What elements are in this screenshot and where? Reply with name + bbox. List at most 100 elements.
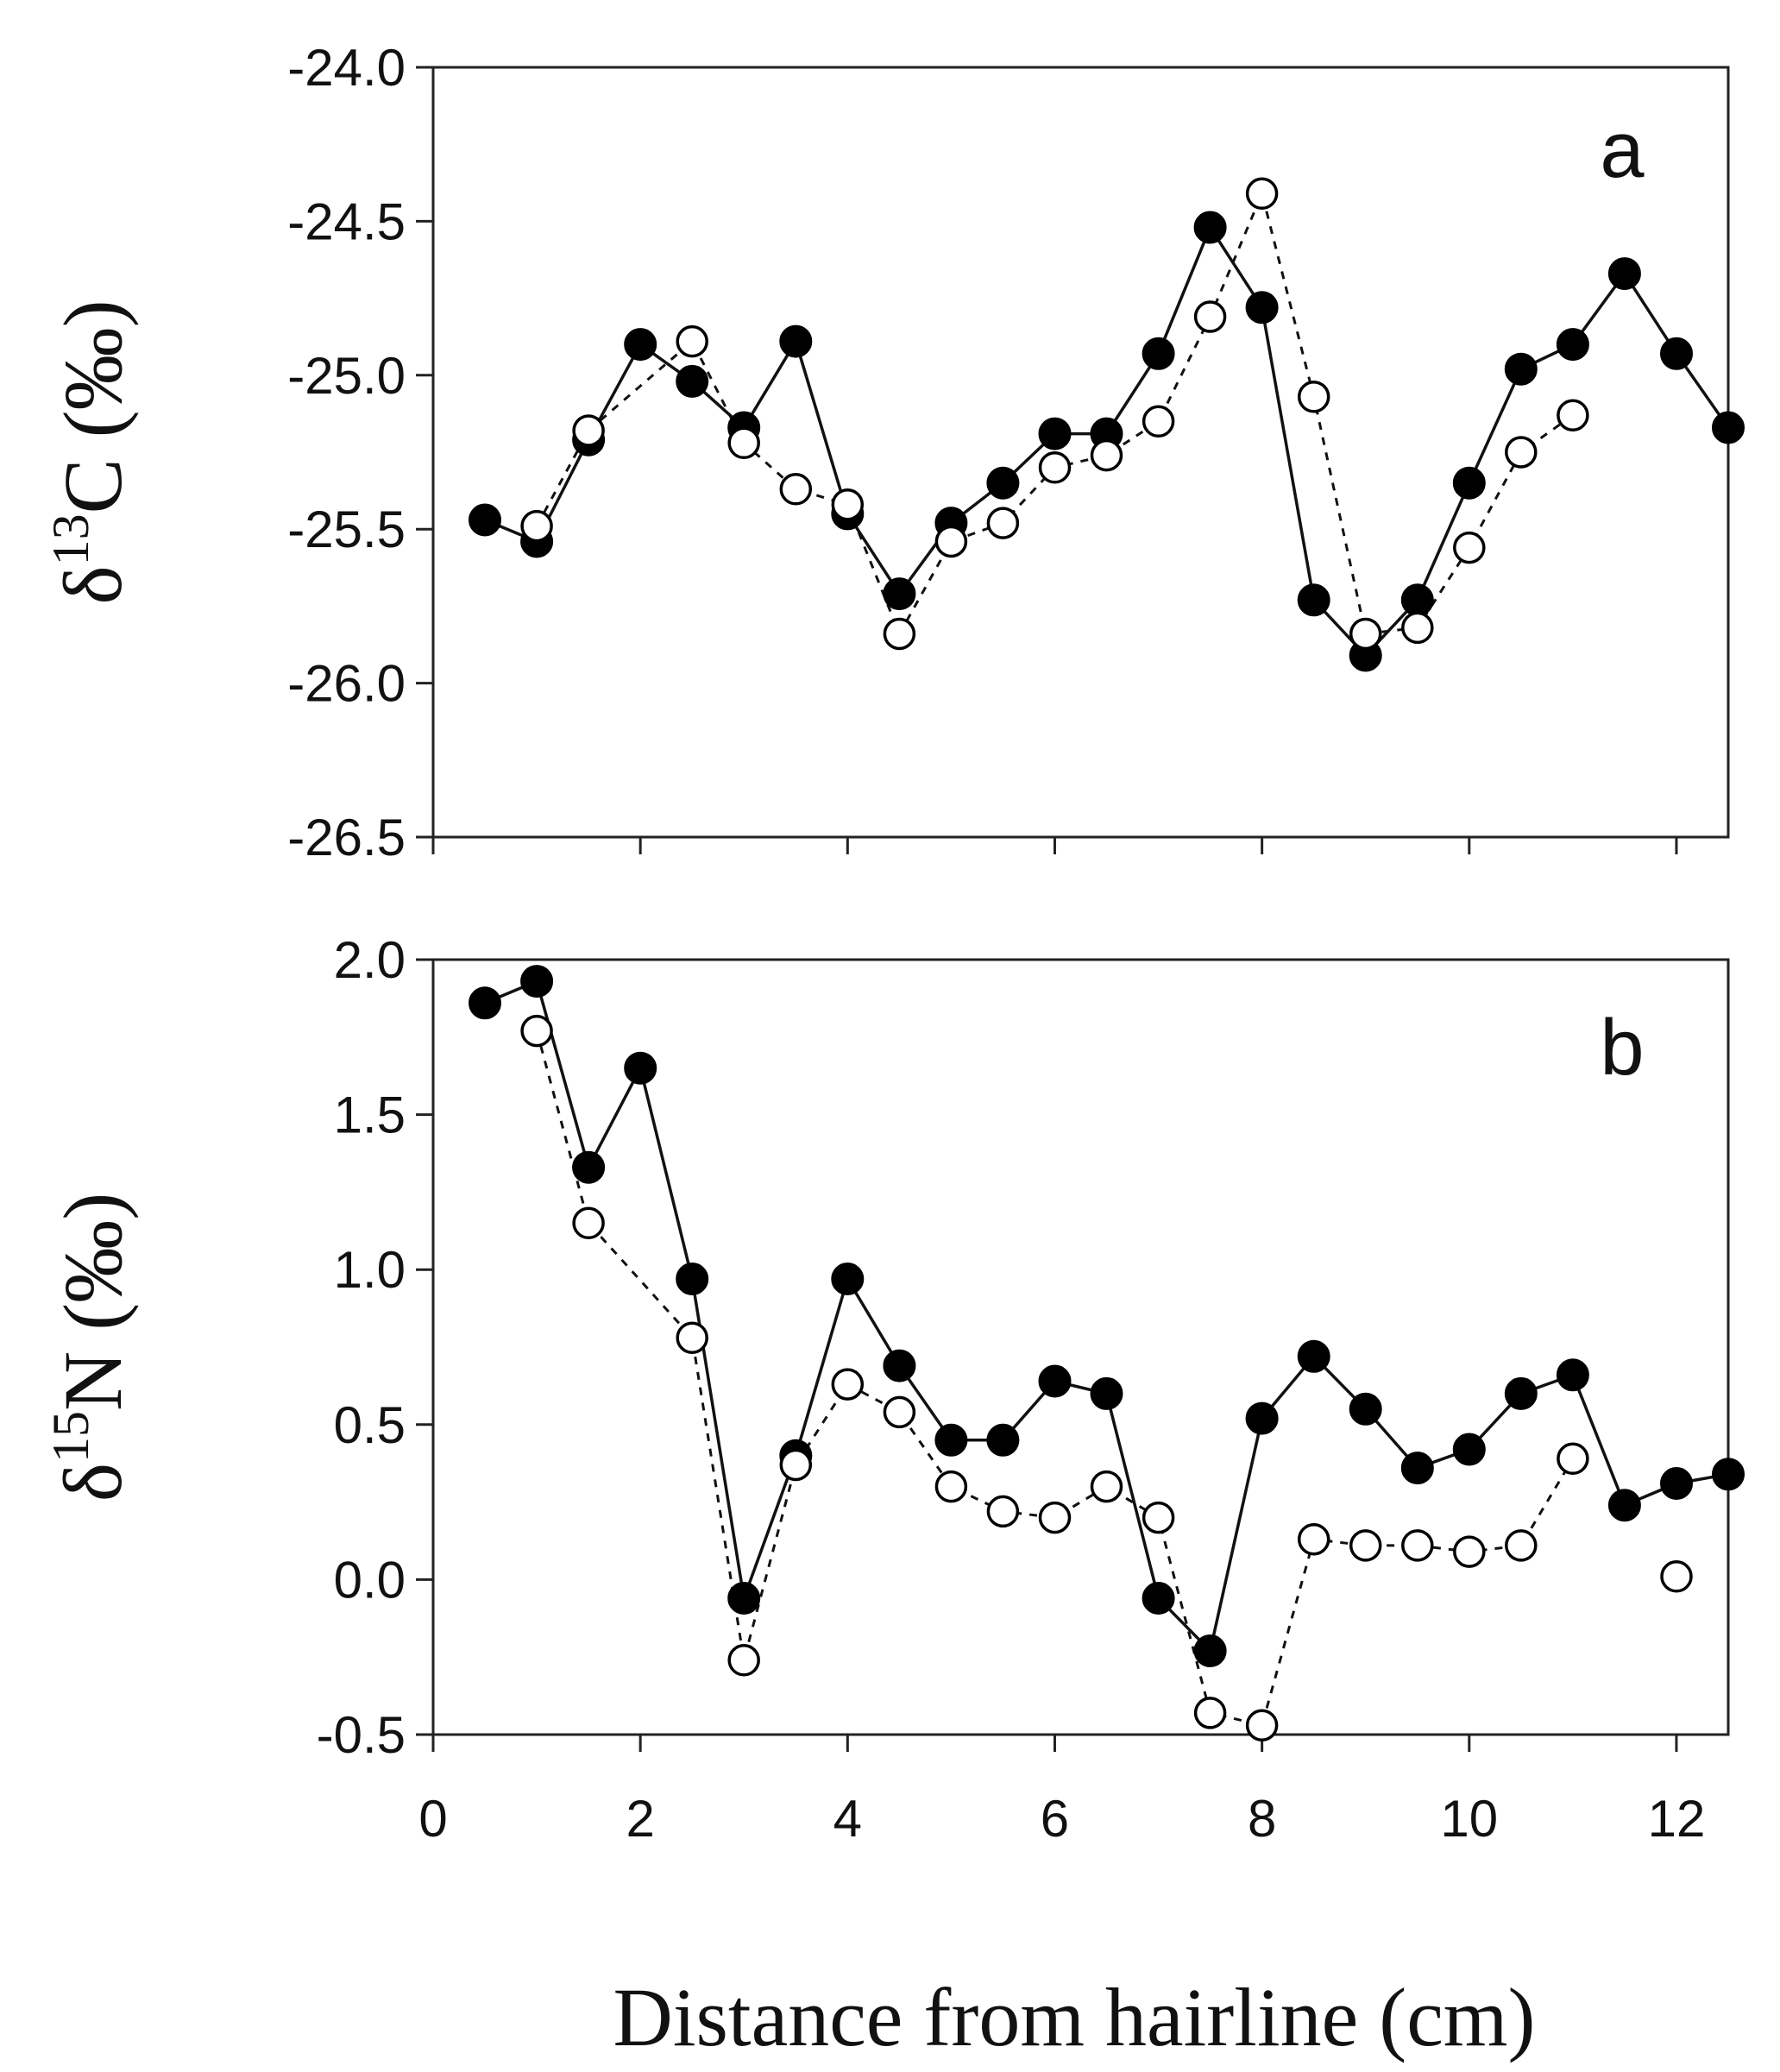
data-point-filled xyxy=(1556,1358,1589,1392)
data-point-filled xyxy=(1660,337,1693,370)
plot-frame xyxy=(431,66,1730,839)
x-axis-title: Distance from hairline (cm) xyxy=(613,1971,1536,2063)
data-point-filled xyxy=(469,986,501,1020)
y-tick-label: 0.5 xyxy=(334,1396,406,1454)
panel-letter: a xyxy=(1600,106,1645,194)
data-point-open xyxy=(1401,611,1434,645)
data-point-open xyxy=(1557,1442,1589,1476)
data-point-open xyxy=(676,1321,708,1354)
data-point-filled xyxy=(1712,1458,1745,1491)
data-point-open xyxy=(572,414,605,447)
data-point-filled xyxy=(986,1423,1020,1457)
x-tick-label: 2 xyxy=(626,1790,654,1848)
data-point-open xyxy=(986,507,1020,539)
y-axis-title-superscript: 13 xyxy=(42,513,99,565)
data-point-open xyxy=(572,1206,605,1240)
data-point-open xyxy=(1557,399,1589,431)
y-axis-title-element: N xyxy=(47,1351,139,1411)
data-point-open xyxy=(831,488,865,521)
data-point-filled xyxy=(1090,1376,1123,1410)
data-point-open xyxy=(1142,405,1175,438)
data-point-filled xyxy=(1142,337,1175,370)
data-point-open xyxy=(727,1644,760,1677)
data-point-filled xyxy=(1038,417,1072,450)
data-point-open xyxy=(883,617,916,651)
series-line-filled xyxy=(484,979,1729,1654)
data-point-open xyxy=(934,525,968,558)
data-point-filled xyxy=(676,1263,709,1295)
data-point-filled xyxy=(1504,1376,1538,1410)
data-point-open xyxy=(1193,300,1227,333)
x-tick-label: 0 xyxy=(418,1790,447,1848)
data-point-filled xyxy=(572,1150,606,1184)
y-tick-label: -26.0 xyxy=(287,655,406,713)
y-tick-label: 2.0 xyxy=(334,931,406,989)
panel-b-d15n-chart: 2.0 1.5 1.0 0.5 0.0 -0.50 2 4 6 8 10 12 b δ15N (‰) xyxy=(42,931,1745,1848)
data-point-filled xyxy=(1245,291,1279,324)
data-point-filled xyxy=(779,324,813,358)
data-point-filled xyxy=(1504,352,1538,386)
data-point-filled xyxy=(1193,1634,1227,1667)
data-point-open xyxy=(934,1470,968,1503)
data-point-open xyxy=(1453,1535,1486,1568)
data-point-open xyxy=(779,473,813,506)
data-point-filled xyxy=(1400,583,1434,617)
y-axis-title: δ13C (‰) xyxy=(42,299,139,604)
y-tick-label: -26.5 xyxy=(287,809,406,866)
data-point-filled xyxy=(1142,1582,1175,1615)
data-point-open xyxy=(1349,617,1382,651)
y-tick-label: -24.0 xyxy=(287,39,406,97)
x-tick-label: 6 xyxy=(1041,1790,1069,1848)
y-tick-label: 1.5 xyxy=(334,1086,406,1144)
data-point-open xyxy=(1505,1529,1538,1562)
data-point-filled xyxy=(520,965,554,998)
data-point-open xyxy=(1038,451,1072,484)
data-point-filled xyxy=(1660,1467,1693,1500)
data-point-open xyxy=(1401,1529,1434,1562)
data-point-open xyxy=(1090,438,1123,472)
data-point-open xyxy=(1245,1709,1279,1741)
data-point-filled xyxy=(1452,1433,1486,1466)
data-point-open xyxy=(1193,1697,1227,1729)
y-axis-title-prefix: δ xyxy=(47,565,139,604)
y-axis-title-unit: (‰) xyxy=(47,1193,139,1351)
data-point-open xyxy=(1245,177,1279,211)
data-point-open xyxy=(676,324,708,358)
data-point-filled xyxy=(1297,1339,1330,1373)
data-point-filled xyxy=(1349,1392,1382,1426)
data-point-open-isolated xyxy=(1660,1560,1693,1593)
data-point-filled xyxy=(1607,257,1641,291)
data-point-filled xyxy=(1400,1452,1434,1485)
y-axis-title-superscript: 15 xyxy=(42,1411,99,1463)
data-point-filled xyxy=(676,364,709,398)
data-point-open xyxy=(1142,1501,1175,1534)
data-point-filled xyxy=(727,1582,761,1615)
data-point-filled xyxy=(1297,583,1330,617)
y-axis-title-unit: (‰) xyxy=(47,299,139,458)
data-point-open xyxy=(1297,1522,1330,1556)
data-point-filled xyxy=(1038,1364,1072,1398)
data-point-filled xyxy=(1245,1401,1279,1435)
x-tick-label: 12 xyxy=(1648,1790,1706,1848)
data-point-open xyxy=(1349,1529,1382,1562)
data-point-filled xyxy=(1452,466,1486,500)
y-tick-label: -24.5 xyxy=(287,192,406,250)
y-tick-label: -0.5 xyxy=(317,1706,406,1764)
data-point-filled xyxy=(831,1263,865,1295)
series-line-open xyxy=(535,189,1574,637)
data-point-open xyxy=(727,426,760,460)
data-point-filled xyxy=(1193,211,1227,244)
plot-frame xyxy=(431,958,1730,1736)
y-axis-title-prefix: δ xyxy=(47,1463,139,1502)
data-point-filled xyxy=(1556,328,1589,362)
data-point-open xyxy=(986,1495,1020,1528)
data-point-filled xyxy=(469,503,501,537)
data-point-filled xyxy=(934,1423,968,1457)
data-point-open xyxy=(1297,381,1330,413)
data-point-open xyxy=(883,1395,916,1429)
data-point-filled xyxy=(1712,411,1745,444)
y-tick-label: -25.5 xyxy=(287,501,406,558)
data-point-filled xyxy=(624,1051,657,1085)
x-tick-label: 8 xyxy=(1248,1790,1276,1848)
